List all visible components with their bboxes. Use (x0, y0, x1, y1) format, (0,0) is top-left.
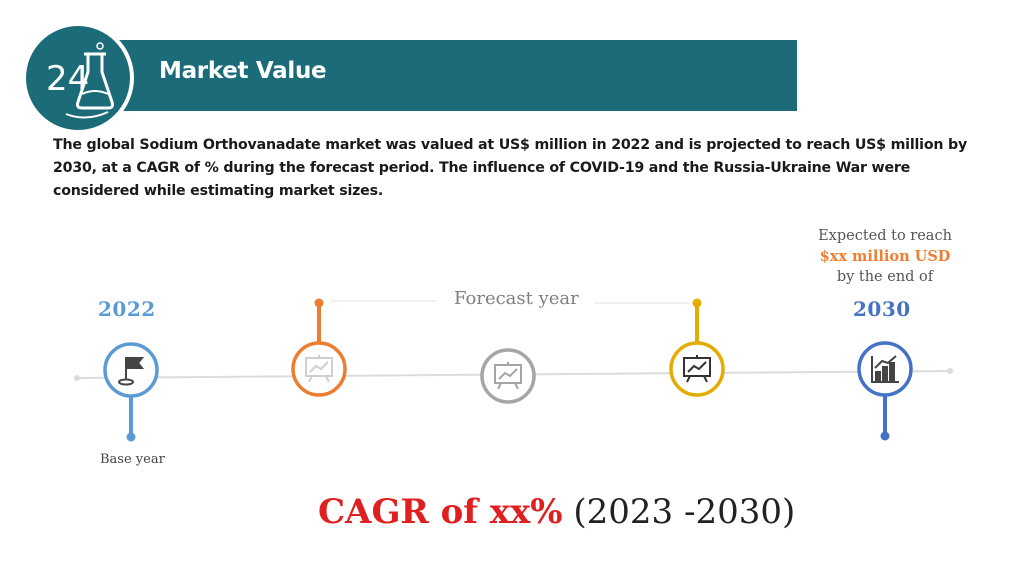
start-year: 2022 (98, 297, 156, 321)
forecast-year-label: Forecast year (454, 288, 579, 309)
flag-icon (118, 357, 145, 386)
timeline-node-4 (669, 298, 725, 397)
timeline-node-3 (480, 348, 536, 404)
presentation-chart-icon (494, 362, 522, 390)
base-year-label: Base year (100, 452, 165, 467)
timeline-node-2030 (857, 341, 913, 441)
timeline-node-2022 (103, 342, 159, 442)
cagr-label: CAGR of xx% (318, 492, 563, 532)
timeline-node-2 (291, 298, 347, 397)
header-bar (100, 40, 797, 111)
presentation-chart-icon (683, 355, 711, 383)
intro-paragraph: The global Sodium Orthovanadate market w… (53, 137, 968, 199)
end-year: 2030 (853, 297, 911, 321)
cagr-period: (2023 -2030) (573, 492, 796, 532)
cagr-statement: CAGR of xx% (2023 -2030) (318, 492, 795, 532)
flask-logo-icon: 24 (26, 26, 130, 130)
page-title: Market Value (159, 58, 327, 84)
expected-value: $xx million USD (819, 247, 951, 265)
expected-line-2: by the end of (836, 269, 934, 285)
presentation-chart-icon (305, 355, 333, 383)
expected-line-1: Expected to reach (818, 228, 952, 244)
expected-note: Expected to reach $xx million USD by the… (790, 226, 980, 288)
bar-chart-icon (871, 355, 899, 383)
logo: 24 (22, 22, 134, 134)
